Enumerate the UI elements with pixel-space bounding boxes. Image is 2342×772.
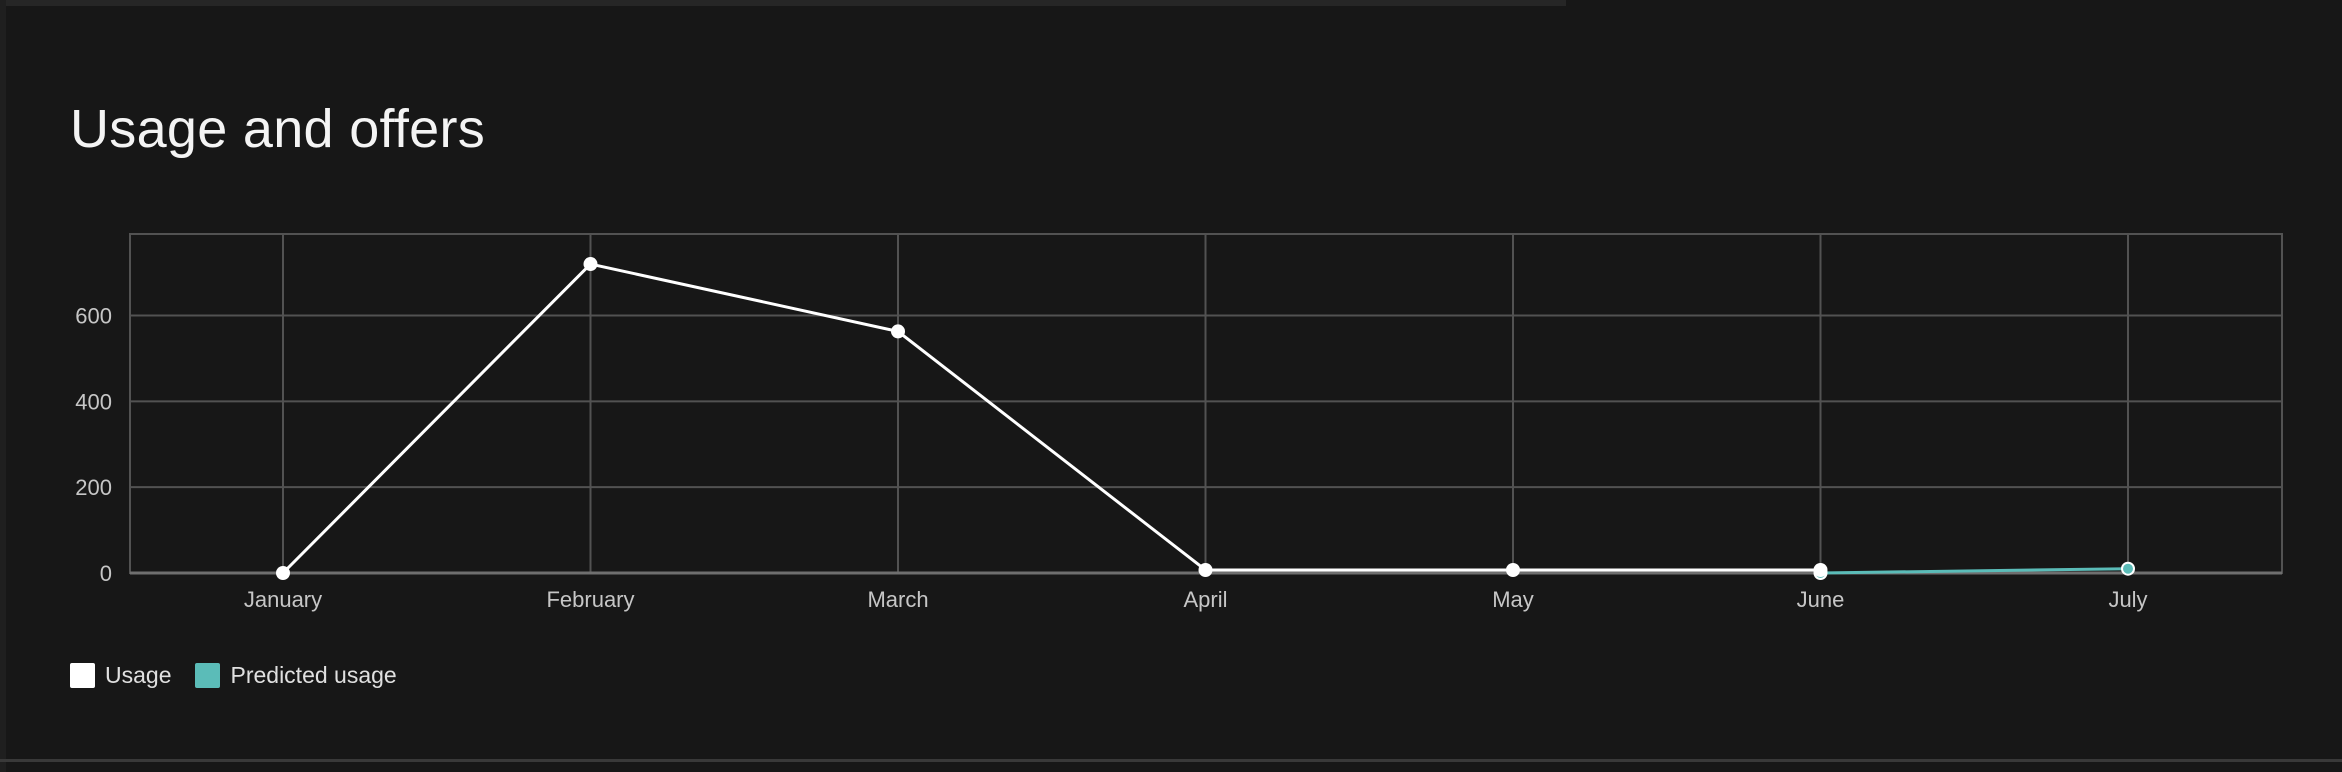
y-tick-label: 400 (75, 389, 112, 414)
data-point (1813, 562, 1828, 577)
data-point (891, 324, 905, 339)
top-strip (0, 0, 1566, 6)
data-point (1506, 562, 1520, 577)
x-tick-label: April (1183, 587, 1227, 612)
series-line-usage (281, 262, 1821, 575)
panel-divider (0, 759, 2342, 762)
x-tick-label: June (1797, 587, 1845, 612)
data-point (1198, 562, 1213, 577)
x-tick-label: May (1492, 587, 1534, 612)
legend-label-usage: Usage (105, 662, 172, 688)
series-line-predicted-usage (1820, 567, 2129, 575)
legend-item-predicted-usage[interactable]: Predicted usage (195, 662, 397, 689)
x-tick-label: March (867, 587, 928, 612)
y-tick-label: 600 (75, 304, 112, 329)
x-tick-label: January (244, 587, 322, 612)
x-tick-label: February (546, 587, 634, 612)
chart-panel (6, 6, 2342, 759)
data-point (2121, 561, 2135, 576)
square-swatch-icon (70, 663, 95, 688)
legend-label-predicted-usage: Predicted usage (230, 662, 397, 688)
data-point (276, 566, 290, 580)
y-tick-label: 0 (100, 561, 112, 586)
data-point (583, 257, 598, 272)
y-tick-label: 200 (75, 475, 112, 500)
left-edge (0, 0, 6, 772)
square-swatch-icon (195, 663, 221, 688)
legend-item-usage[interactable]: Usage (70, 662, 171, 689)
page-title: Usage and offers (70, 99, 486, 159)
x-tick-label: July (2108, 587, 2147, 612)
chart-legend: Usage Predicted usage (70, 662, 397, 689)
